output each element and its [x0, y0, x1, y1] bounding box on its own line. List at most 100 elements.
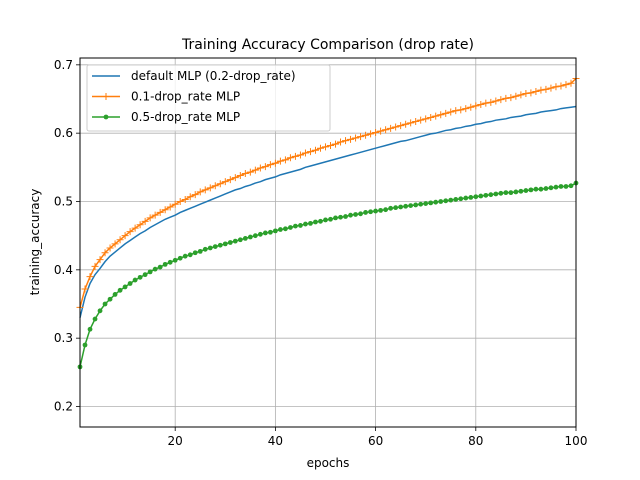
y-tick-label: 0.2: [54, 400, 73, 414]
series-2-point: [377, 127, 385, 135]
series-3-point: [423, 201, 429, 206]
series-2-point: [332, 140, 340, 148]
x-tick-label: 40: [268, 434, 283, 448]
series-3-point: [518, 188, 524, 194]
series-3-point: [398, 204, 404, 210]
series-3-point: [338, 214, 343, 220]
series-2-point: [522, 90, 530, 98]
legend-label-3: 0.5-drop_rate MLP: [131, 110, 240, 124]
ticks: 20 40 60 80 100 0.2 0.3 0.4 0.5 0.6 0.7: [54, 58, 588, 448]
series-1: [79, 105, 577, 318]
series-3-point: [303, 221, 308, 227]
series-2-point: [116, 236, 124, 244]
series-3-point: [207, 245, 213, 251]
series-2-point: [281, 156, 289, 164]
series-2-point: [231, 174, 239, 182]
series-3-point: [538, 186, 544, 192]
series-2-point: [482, 99, 490, 107]
series-2-point: [357, 133, 365, 141]
series-2-point: [372, 128, 380, 136]
series-3-point: [313, 219, 318, 225]
series-2-point: [542, 85, 550, 93]
series-2-point: [347, 135, 355, 143]
series-3-point: [513, 189, 519, 195]
series-2-point: [497, 96, 505, 104]
series-2-point: [467, 103, 475, 111]
series-3-point: [267, 229, 273, 235]
series-3-point: [393, 205, 399, 211]
series-2-point: [256, 164, 264, 172]
series-3-point: [122, 284, 128, 290]
series-2-point: [291, 152, 299, 160]
series-3-point: [528, 187, 534, 193]
series-2-point: [81, 285, 89, 293]
series-3-point: [383, 207, 389, 213]
series-3-point: [92, 316, 98, 322]
series-3-point: [97, 308, 103, 314]
series-3-point: [478, 193, 484, 199]
series-line-3: [79, 182, 577, 368]
series-2-point: [321, 143, 329, 151]
series-3-point: [503, 190, 509, 196]
series-3-point: [237, 237, 243, 243]
series-2-point: [186, 193, 194, 201]
series-3-point: [242, 236, 248, 241]
series-2-point: [271, 159, 279, 167]
series-3-point: [162, 261, 168, 267]
series-2-point: [327, 141, 335, 149]
series-2-point: [86, 273, 94, 281]
series-2-point: [146, 214, 154, 222]
series-2-point: [527, 89, 535, 97]
series-2-point: [382, 126, 390, 134]
chart-title: Training Accuracy Comparison (drop rate): [181, 37, 474, 53]
series-3-point: [262, 230, 268, 236]
legend-marker-3: [103, 114, 109, 120]
series-3-point: [353, 212, 358, 217]
series-3-point: [493, 191, 499, 197]
series-2-point: [417, 116, 425, 124]
series-2-point: [191, 191, 199, 199]
y-tick-label: 0.4: [54, 263, 73, 277]
series-3-point: [458, 196, 464, 202]
series-3-point: [348, 212, 353, 218]
series-2-point: [512, 92, 520, 100]
series-3-point: [403, 203, 409, 209]
series-2-point: [181, 195, 189, 203]
series-2-point: [206, 184, 214, 192]
series-3-point: [202, 246, 208, 252]
series-2-point: [422, 115, 430, 123]
series-3-point: [147, 269, 153, 275]
x-axis-label: epochs: [307, 456, 350, 470]
series-2-point: [477, 100, 485, 108]
series-3-point: [187, 252, 193, 258]
plot-frame: [79, 57, 577, 428]
series-3-point: [453, 197, 459, 202]
series-2-point: [301, 149, 309, 157]
series-3-point: [438, 199, 444, 204]
series-2-point: [407, 119, 415, 127]
series-3-point: [192, 250, 198, 256]
legend-label-2: 0.1-drop_rate MLP: [131, 90, 240, 104]
series-3-point: [127, 281, 133, 286]
series-2-point: [236, 172, 244, 180]
series-3-point: [433, 199, 439, 205]
series-2-point: [392, 123, 400, 131]
series-3-point: [408, 203, 414, 209]
series-3-point: [298, 223, 303, 228]
series-2-point: [91, 262, 99, 270]
series-3-point: [112, 292, 118, 297]
series-2-point: [492, 97, 500, 105]
series-2-point: [547, 84, 555, 92]
series-2-point: [106, 244, 114, 252]
series-2-point: [216, 180, 224, 188]
series-2-point: [111, 240, 119, 248]
series-3-point: [132, 277, 138, 283]
series-2-point: [427, 113, 435, 121]
series-2-point: [221, 178, 229, 186]
series-line-1: [79, 105, 577, 318]
series-2-point: [457, 106, 465, 114]
series-2-point: [442, 109, 450, 117]
series-3-point: [483, 192, 489, 198]
series-3-point: [343, 214, 348, 219]
series-3-point: [373, 208, 378, 214]
